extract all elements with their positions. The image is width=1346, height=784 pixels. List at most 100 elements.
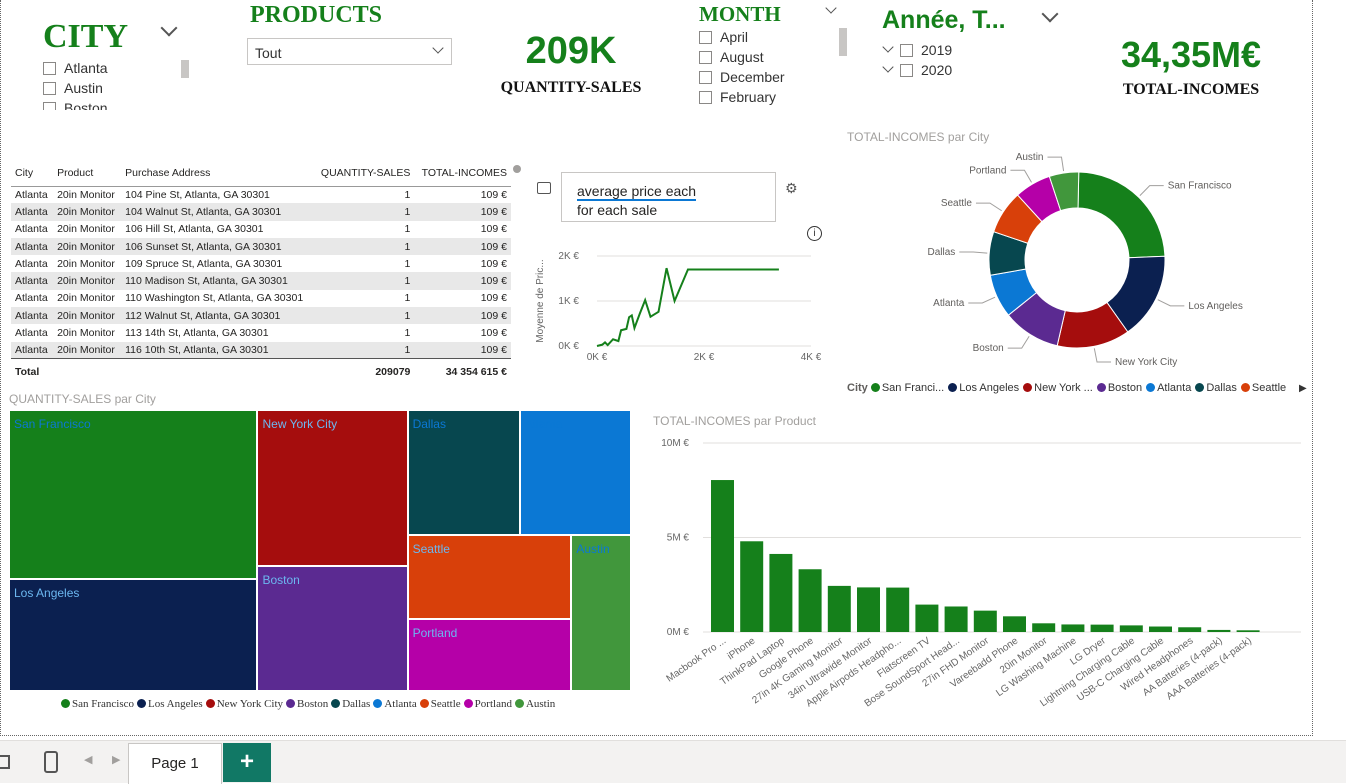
products-dropdown[interactable]: Tout <box>247 38 452 65</box>
treemap-tile[interactable]: Atlanta <box>519 410 631 535</box>
qa-settings-icon[interactable]: ⚙ <box>785 180 798 196</box>
year-option[interactable]: 2020 <box>882 61 1002 82</box>
month-option[interactable]: April <box>699 29 834 49</box>
bar[interactable] <box>1149 626 1172 632</box>
table-row[interactable]: Atlanta 20in Monitor 110 Madison St, Atlan… <box>11 272 511 290</box>
bar[interactable] <box>740 541 764 632</box>
month-option[interactable]: February <box>699 89 834 109</box>
checkbox-icon[interactable] <box>900 64 913 77</box>
month-option[interactable]: August <box>699 49 834 69</box>
column-header[interactable]: City <box>11 160 54 187</box>
treemap-tile[interactable]: Boston <box>257 565 408 691</box>
legend-item[interactable]: Los Angeles <box>948 382 1019 394</box>
column-header[interactable]: Product <box>53 160 122 187</box>
legend-item[interactable]: New York City <box>205 698 283 710</box>
desktop-layout-icon[interactable] <box>0 755 10 769</box>
checkbox-icon[interactable] <box>900 44 913 57</box>
legend-next-arrow-icon[interactable]: ▶ <box>1299 383 1307 394</box>
table-row[interactable]: Atlanta 20in Monitor 104 Walnut St, Atlant… <box>11 203 511 221</box>
bar[interactable] <box>1119 625 1143 632</box>
checkbox-icon[interactable] <box>699 71 712 84</box>
city-option[interactable]: Austin <box>43 80 173 100</box>
year-slicer-chevron-down-icon[interactable] <box>1041 5 1059 23</box>
bar[interactable] <box>973 610 997 632</box>
bar[interactable] <box>1061 624 1085 632</box>
bar[interactable] <box>1207 629 1231 632</box>
checkbox-icon[interactable] <box>699 91 712 104</box>
line-series[interactable] <box>596 267 779 347</box>
legend-item[interactable]: New York ... <box>1023 382 1093 394</box>
checkbox-icon[interactable] <box>43 62 56 75</box>
bar[interactable] <box>827 585 851 632</box>
legend-item[interactable]: Dallas <box>1195 382 1237 394</box>
treemap-tile[interactable]: San Francisco <box>9 410 258 579</box>
next-page-icon[interactable]: ▶ <box>112 754 121 766</box>
treemap-tile[interactable]: Seattle <box>407 534 572 620</box>
table-scroll-indicator[interactable] <box>513 165 521 173</box>
table-row[interactable]: Atlanta 20in Monitor 112 Walnut St, Atlant… <box>11 307 511 325</box>
treemap-tile[interactable]: Austin <box>571 534 631 691</box>
bar[interactable] <box>769 553 793 632</box>
month-slicer-scrollbar[interactable] <box>839 28 847 56</box>
table-row[interactable]: Atlanta 20in Monitor 104 Pine St, Atlanta,… <box>11 186 511 203</box>
city-slicer-scrollbar[interactable] <box>181 60 189 78</box>
table-row[interactable]: Atlanta 20in Monitor 109 Spruce St, Atlant… <box>11 255 511 272</box>
month-option[interactable]: December <box>699 69 834 89</box>
column-header[interactable]: Purchase Address <box>121 160 314 187</box>
expand-chevron-icon[interactable] <box>882 41 894 53</box>
bar[interactable] <box>1236 630 1260 632</box>
table-row[interactable]: Atlanta 20in Monitor 110 Washington St, At… <box>11 290 511 307</box>
bar[interactable] <box>886 587 910 632</box>
legend-item[interactable]: Austin <box>514 698 555 710</box>
checkbox-icon[interactable] <box>43 102 56 110</box>
legend-item[interactable]: Dallas <box>331 698 370 710</box>
prev-page-icon[interactable]: ◀ <box>84 754 93 766</box>
legend-item[interactable]: Los Angeles <box>137 698 203 710</box>
donut-slice[interactable] <box>1048 171 1080 212</box>
table-row[interactable]: Atlanta 20in Monitor 106 Sunset St, Atlant… <box>11 237 511 256</box>
year-option[interactable]: 2019 <box>882 41 1002 62</box>
mobile-layout-icon[interactable] <box>44 751 58 773</box>
column-header[interactable]: TOTAL-INCOMES <box>414 160 511 187</box>
city-slicer-chevron-down-icon[interactable] <box>160 19 178 37</box>
bar[interactable] <box>1003 616 1026 632</box>
comment-icon[interactable] <box>537 182 551 194</box>
info-icon[interactable]: i <box>807 226 822 241</box>
legend-item[interactable]: San Francisco <box>61 698 134 710</box>
bar[interactable] <box>1032 623 1056 632</box>
tab-page-1[interactable]: Page 1 <box>128 743 222 784</box>
month-slicer-chevron-down-icon[interactable] <box>825 2 837 14</box>
table-row[interactable]: Atlanta 20in Monitor 113 14th St, Atlanta,… <box>11 324 511 341</box>
treemap-tile[interactable]: Dallas <box>407 410 520 535</box>
bar[interactable] <box>1090 624 1114 632</box>
city-option[interactable]: Boston <box>43 100 173 110</box>
checkbox-icon[interactable] <box>699 51 712 64</box>
bar[interactable] <box>1178 627 1202 632</box>
legend-item[interactable]: Boston <box>286 698 328 710</box>
checkbox-icon[interactable] <box>699 31 712 44</box>
legend-item[interactable]: Atlanta <box>1146 382 1191 394</box>
expand-chevron-icon[interactable] <box>882 61 894 73</box>
bar[interactable] <box>857 587 880 632</box>
legend-item[interactable]: Atlanta <box>373 698 417 710</box>
legend-item[interactable]: Portland <box>463 698 512 710</box>
add-page-button[interactable]: + <box>223 743 271 782</box>
treemap-tile[interactable]: New York City <box>257 410 408 566</box>
city-option[interactable]: Atlanta <box>43 60 173 80</box>
treemap-tile[interactable]: Portland <box>407 619 572 691</box>
table-row[interactable]: Atlanta 20in Monitor 116 10th St, Atlanta,… <box>11 341 511 359</box>
checkbox-icon[interactable] <box>43 82 56 95</box>
qa-query-box[interactable]: average price each for each sale <box>561 172 776 222</box>
legend-item[interactable]: San Franci... <box>870 382 944 394</box>
treemap-tile[interactable]: Los Angeles <box>9 579 258 691</box>
legend-item[interactable]: Seattle <box>1240 382 1286 394</box>
bar[interactable] <box>798 569 822 632</box>
bar[interactable] <box>915 604 939 632</box>
legend-item[interactable]: Seattle <box>419 698 461 710</box>
donut-slice[interactable] <box>1077 171 1166 259</box>
table-row[interactable]: Atlanta 20in Monitor 106 Hill St, Atlanta,… <box>11 221 511 238</box>
bar[interactable] <box>711 480 734 632</box>
bar[interactable] <box>944 606 968 632</box>
column-header[interactable]: QUANTITY-SALES <box>313 160 415 187</box>
legend-item[interactable]: Boston <box>1096 382 1142 394</box>
